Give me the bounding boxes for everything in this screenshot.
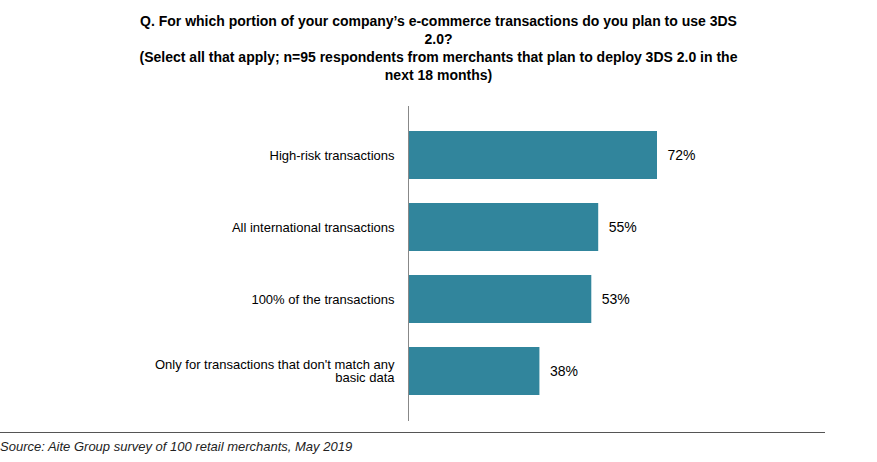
svg-text:53%: 53% xyxy=(602,291,630,307)
svg-text:72%: 72% xyxy=(668,147,696,163)
html-text:(Select all that apply; n=95 r: (Select all that apply; n=95 respondents… xyxy=(139,49,738,83)
svg-text:High-risk transactions: High-risk transactions xyxy=(270,148,395,163)
svg-text:100% of the transactions: 100% of the transactions xyxy=(251,292,395,307)
svg-text:55%: 55% xyxy=(609,219,637,235)
svg-text:38%: 38% xyxy=(550,363,578,379)
svg-text:Only for transactions that don: Only for transactions that don't match a… xyxy=(155,357,395,385)
html-text:Q. For which portion of your c: Q. For which portion of your company’s e… xyxy=(140,13,737,47)
html-text:Source: Aite Group survey of 1: Source: Aite Group survey of 100 retail … xyxy=(0,439,353,454)
svg-text:All international transactions: All international transactions xyxy=(232,220,395,235)
